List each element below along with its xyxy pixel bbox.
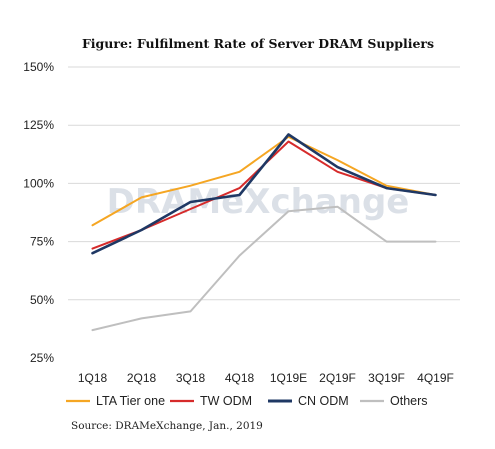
y-tick-label: 100% bbox=[23, 176, 54, 190]
legend-label: LTA Tier one bbox=[96, 394, 165, 408]
y-tick-label: 25% bbox=[30, 351, 54, 365]
x-tick-label: 2Q19F bbox=[319, 371, 356, 385]
y-tick-label: 50% bbox=[30, 293, 54, 307]
source-note: Source: DRAMeXchange, Jan., 2019 bbox=[71, 420, 263, 432]
y-tick-label: 150% bbox=[23, 60, 54, 74]
legend-label: Others bbox=[390, 394, 428, 408]
chart-title: Figure: Fulfilment Rate of Server DRAM S… bbox=[82, 36, 434, 51]
y-tick-label: 125% bbox=[23, 118, 54, 132]
legend-label: TW ODM bbox=[200, 394, 252, 408]
x-tick-label: 4Q18 bbox=[225, 371, 255, 385]
y-tick-label: 75% bbox=[30, 235, 54, 249]
series-lines bbox=[91, 133, 437, 332]
legend-label: CN ODM bbox=[298, 394, 349, 408]
y-axis-ticks: 25% 50% 75% 100% 125% 150% bbox=[23, 60, 54, 365]
x-axis-ticks: 1Q18 2Q18 3Q18 4Q18 1Q19E 2Q19F 3Q19F 4Q19F bbox=[78, 371, 454, 385]
watermark-logo: DRAMeXchange bbox=[107, 182, 410, 222]
x-tick-label: 2Q18 bbox=[127, 371, 157, 385]
x-tick-label: 4Q19F bbox=[417, 371, 454, 385]
x-tick-label: 1Q18 bbox=[78, 371, 108, 385]
legend: LTA Tier one TW ODM CN ODM Others bbox=[66, 394, 428, 408]
series-line-cn-odm bbox=[91, 133, 437, 255]
x-tick-label: 3Q19F bbox=[368, 371, 405, 385]
x-tick-label: 1Q19E bbox=[270, 371, 307, 385]
x-tick-label: 3Q18 bbox=[176, 371, 206, 385]
series-line-others bbox=[91, 205, 437, 332]
series-line-lta-tier-one bbox=[91, 135, 437, 227]
